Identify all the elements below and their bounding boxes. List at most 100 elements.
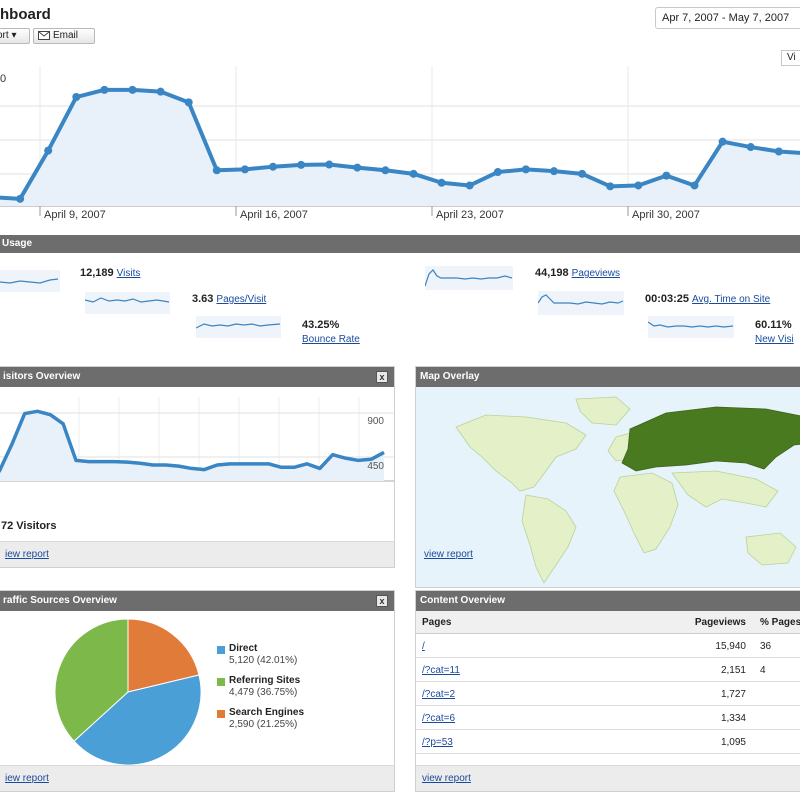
- metric-pages-per-visit-link[interactable]: Pages/Visit: [216, 294, 267, 305]
- content-col-pages: Pages: [422, 617, 452, 628]
- legend-swatch-referring-sites: [217, 678, 225, 686]
- content-pageviews-value: 2,151: [720, 665, 746, 676]
- table-row: / 15,940 36: [416, 635, 800, 658]
- visitors-y-mid: 450: [367, 461, 384, 472]
- sparkline-pages-per-visit: [85, 292, 170, 314]
- content-page-link[interactable]: /?cat=11: [422, 665, 460, 676]
- traffic-sources-header: raffic Sources Overview: [0, 591, 394, 611]
- map-overlay-title: Map Overlay: [420, 371, 480, 382]
- main-chart-point: [690, 181, 699, 190]
- metric-bounce-rate: 43.25%: [302, 319, 342, 331]
- content-pct-value: 36: [760, 641, 772, 652]
- sparkline-pageviews: [538, 291, 624, 315]
- visits-tab[interactable]: Vi: [781, 50, 800, 66]
- visitors-overview-header: isitors Overview: [0, 367, 394, 387]
- metric-new-visits-value: 60.11%: [755, 319, 792, 331]
- main-chart-point: [493, 168, 502, 177]
- metric-bounce-rate-label-wrap: Bounce Rate: [302, 333, 360, 345]
- main-chart-line: [0, 87, 800, 201]
- metric-pageviews-value: 44,198: [535, 267, 569, 279]
- table-row: /?cat=6 1,334: [416, 707, 800, 730]
- content-page-link[interactable]: /: [422, 641, 425, 652]
- table-row: /?p=53 1,095: [416, 731, 800, 754]
- main-chart-point: [325, 160, 334, 169]
- main-chart-point: [634, 181, 643, 190]
- main-chart-point: [156, 87, 165, 96]
- traffic-sources-footer: iew report: [0, 765, 394, 791]
- content-page-link[interactable]: /?cat=6: [422, 713, 456, 724]
- map-australia: [745, 532, 797, 566]
- legend-swatch-search-engines: [217, 710, 225, 718]
- legend-referring-value: 4,479 (36.75%): [229, 687, 298, 698]
- main-chart-point: [718, 137, 727, 146]
- metric-new-visits-link[interactable]: New Visi: [755, 334, 794, 345]
- traffic-sources-title: raffic Sources Overview: [3, 595, 117, 606]
- main-chart-point: [297, 160, 306, 169]
- metric-pages-per-visit: 3.63 Pages/Visit: [192, 293, 266, 305]
- dashboard-title: hboard: [0, 6, 51, 23]
- metric-pages-per-visit-value: 3.63: [192, 293, 214, 305]
- content-overview-panel: Content Overview Pages Pageviews % Pages…: [415, 590, 800, 792]
- close-icon[interactable]: x: [376, 595, 388, 607]
- sparkline-avg-time: [648, 316, 734, 338]
- metric-pageviews-link[interactable]: Pageviews: [571, 268, 621, 279]
- site-usage-header: Usage: [0, 235, 800, 253]
- export-button-label: ort ▾: [0, 30, 17, 41]
- content-view-report-link[interactable]: view report: [422, 773, 471, 784]
- content-page-link[interactable]: /?p=53: [422, 737, 453, 748]
- close-icon-glyph: x: [379, 372, 385, 382]
- map-overlay-header: Map Overlay: [416, 367, 800, 387]
- metric-bounce-rate-link[interactable]: Bounce Rate: [302, 334, 360, 345]
- main-chart-point: [381, 166, 390, 175]
- date-range-picker[interactable]: Apr 7, 2007 - May 7, 2007: [655, 7, 800, 29]
- main-chart-y-label: 0: [0, 73, 6, 85]
- map-north-america: [455, 414, 587, 492]
- site-usage-title: Usage: [2, 238, 33, 249]
- main-chart-point: [409, 169, 418, 178]
- main-chart-point: [465, 181, 474, 190]
- legend-swatch-direct: [217, 646, 225, 654]
- content-pct-value: 4: [760, 665, 766, 676]
- main-chart-point: [212, 166, 221, 175]
- sparkline-visits-partial: [0, 270, 60, 292]
- metric-avg-time-link[interactable]: Avg. Time on Site: [692, 294, 771, 305]
- main-chart-area: [0, 89, 800, 206]
- main-chart-tick-label: April 30, 2007: [632, 209, 700, 221]
- visitors-overview-footer: iew report: [0, 541, 394, 567]
- sparkline-bounce-rate: [196, 316, 281, 338]
- close-icon[interactable]: x: [376, 371, 388, 383]
- metric-new-visits-label-wrap: New Visi: [755, 333, 794, 345]
- legend-search-value: 2,590 (21.25%): [229, 719, 298, 730]
- main-chart-point: [774, 147, 783, 156]
- close-icon-glyph: x: [379, 596, 385, 606]
- traffic-view-report-link[interactable]: iew report: [5, 773, 49, 784]
- main-chart-point: [16, 194, 25, 203]
- main-chart-point: [353, 163, 362, 172]
- main-chart-point: [606, 182, 615, 191]
- table-row: /?cat=2 1,727: [416, 683, 800, 706]
- metric-visits-link[interactable]: Visits: [116, 268, 141, 279]
- visitors-view-report-link[interactable]: iew report: [5, 549, 49, 560]
- legend-direct-value: 5,120 (42.01%): [229, 655, 298, 666]
- legend-direct-name: Direct: [229, 643, 258, 654]
- table-row: /?cat=11 2,151 4: [416, 659, 800, 682]
- pie-slice-direct: [73, 674, 202, 766]
- content-overview-footer: view report: [416, 765, 800, 791]
- map-africa: [613, 472, 679, 554]
- main-chart-point: [746, 143, 755, 152]
- content-table-header: Pages Pageviews % Pages: [416, 611, 800, 634]
- main-chart-point: [72, 93, 81, 102]
- content-page-link[interactable]: /?cat=2: [422, 689, 456, 700]
- map-view-report-link[interactable]: view report: [424, 549, 473, 560]
- main-chart-tick-label: April 9, 2007: [44, 209, 106, 221]
- email-button-label: Email: [53, 30, 79, 41]
- main-chart-point: [184, 98, 193, 107]
- metric-avg-time: 00:03:25 Avg. Time on Site: [645, 293, 770, 305]
- export-button[interactable]: ort ▾: [0, 28, 30, 44]
- metric-bounce-rate-value: 43.25%: [302, 319, 340, 331]
- main-chart-point: [578, 169, 587, 178]
- legend-search-name: Search Engines: [229, 707, 305, 718]
- map-south-america: [521, 494, 577, 584]
- visitors-overview-chart: [0, 397, 394, 482]
- email-button[interactable]: Email: [33, 28, 95, 44]
